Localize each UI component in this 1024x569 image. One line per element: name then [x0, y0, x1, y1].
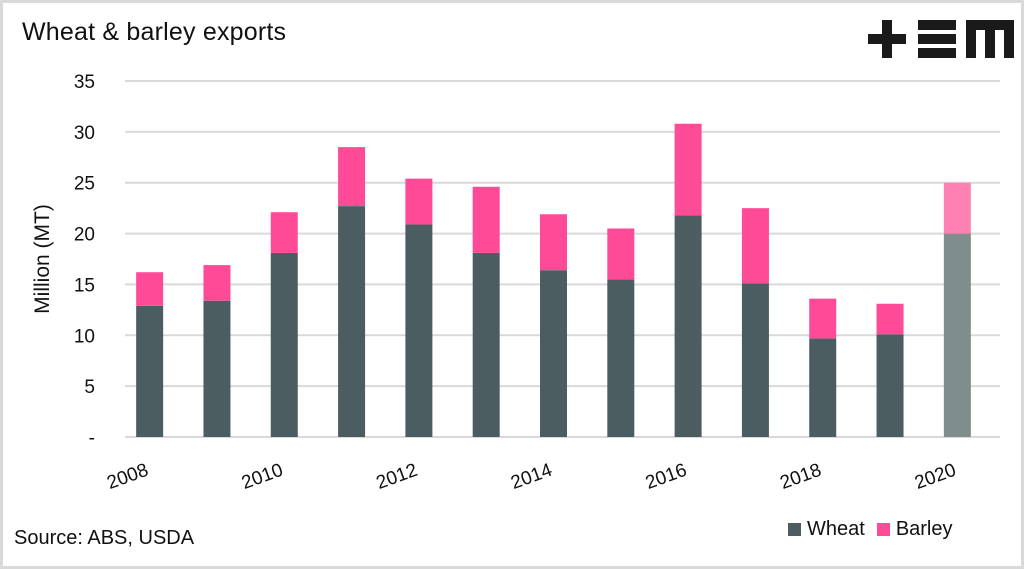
logo-equals-mid [918, 34, 956, 44]
bar-wheat-2015 [607, 279, 635, 437]
bar-barley-2017 [741, 208, 769, 284]
bar-wheat-2012 [405, 224, 433, 437]
brand-logo [868, 20, 1014, 58]
legend-label-barley: Barley [895, 518, 953, 540]
y-axis-ticks: - 5 10 15 20 25 30 35 [74, 72, 95, 449]
bar-wheat-2009 [203, 300, 231, 437]
bar-barley-2016 [674, 123, 702, 216]
bar-wheat-2018 [809, 338, 837, 437]
y-tick-label: 35 [74, 72, 95, 93]
bar-wheat-2019 [876, 334, 904, 437]
y-tick-label: 10 [74, 326, 95, 347]
logo-equals-top [918, 20, 956, 30]
y-tick-label: 15 [74, 275, 95, 296]
bar-barley-2011 [338, 147, 366, 207]
y-tick-label: 30 [74, 123, 95, 144]
x-tick-label: 2008 [104, 460, 151, 494]
x-axis-ticks: 2008 2010 2012 2014 2016 2018 2020 [104, 460, 959, 494]
logo-m [966, 20, 1014, 58]
y-tick-label: 5 [84, 377, 95, 398]
bar-wheat-2013 [472, 252, 500, 437]
x-tick-label: 2018 [777, 460, 824, 494]
x-tick-label: 2016 [643, 460, 690, 494]
bar-wheat-2014 [540, 270, 567, 437]
bar-wheat-2020 [943, 233, 971, 437]
x-tick-label: 2020 [912, 460, 959, 494]
x-tick-label: 2014 [508, 460, 555, 494]
bar-barley-2014 [540, 214, 567, 271]
y-axis-label: Million (MT) [31, 204, 54, 314]
x-tick-label: 2010 [239, 460, 286, 494]
bar-wheat-2016 [674, 215, 702, 437]
y-tick-label: - [89, 428, 95, 449]
legend-label-wheat: Wheat [807, 518, 865, 540]
bar-barley-2018 [809, 298, 837, 339]
chart-title: Wheat & barley exports [22, 18, 287, 46]
bar-barley-2015 [607, 228, 635, 280]
legend-swatch-wheat [788, 523, 801, 536]
legend-item-barley: Barley [876, 518, 953, 541]
bar-barley-2008 [136, 272, 164, 306]
legend-swatch-barley [876, 523, 890, 536]
source-note: Source: ABS, USDA [14, 527, 195, 549]
bars [136, 123, 971, 437]
bar-wheat-2017 [741, 283, 769, 437]
bar-wheat-2011 [338, 206, 366, 437]
bar-barley-2009 [203, 265, 231, 301]
bar-wheat-2010 [270, 252, 298, 437]
logo-equals-bottom [918, 48, 956, 58]
bar-wheat-2008 [136, 305, 164, 437]
bar-barley-2020 [943, 182, 971, 234]
y-tick-label: 20 [74, 225, 95, 246]
bar-barley-2019 [876, 303, 904, 335]
legend: Wheat Barley [788, 518, 965, 541]
legend-item-wheat: Wheat [788, 518, 865, 541]
bar-barley-2013 [472, 186, 500, 253]
logo-plus-vertical [882, 20, 892, 58]
bar-barley-2010 [270, 212, 298, 253]
x-tick-label: 2012 [374, 460, 421, 494]
bar-barley-2012 [405, 178, 433, 225]
y-tick-label: 25 [74, 174, 95, 195]
